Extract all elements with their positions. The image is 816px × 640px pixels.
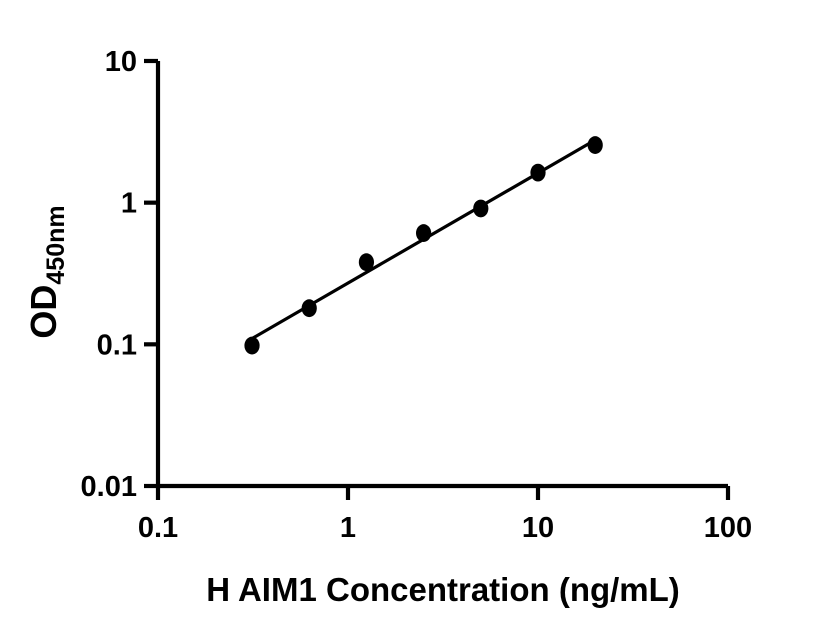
data-point <box>244 336 260 355</box>
data-point <box>530 163 546 182</box>
data-point <box>416 224 432 242</box>
x-axis-tick-label: 10 <box>522 512 554 544</box>
y-axis-tick-label: 0.1 <box>97 329 137 361</box>
x-axis-tick-label: 0.1 <box>138 512 178 544</box>
x-axis-title: H AIM1 Concentration (ng/mL) <box>206 571 680 608</box>
x-axis-tick-label: 1 <box>340 512 356 544</box>
y-axis-title: OD450nm <box>23 205 70 338</box>
y-axis-title-subscript: 450nm <box>42 205 70 284</box>
y-axis-tick-label: 0.01 <box>81 471 137 503</box>
axis-lines <box>155 60 728 489</box>
data-point <box>473 199 489 218</box>
x-axis-tick-label: 100 <box>704 512 752 544</box>
data-point <box>587 136 603 154</box>
y-axis-tick-label: 10 <box>105 46 137 78</box>
y-axis-title-main: OD <box>23 285 64 339</box>
data-point <box>301 299 317 318</box>
data-point <box>358 253 375 272</box>
y-axis-tick-label: 1 <box>121 188 137 220</box>
